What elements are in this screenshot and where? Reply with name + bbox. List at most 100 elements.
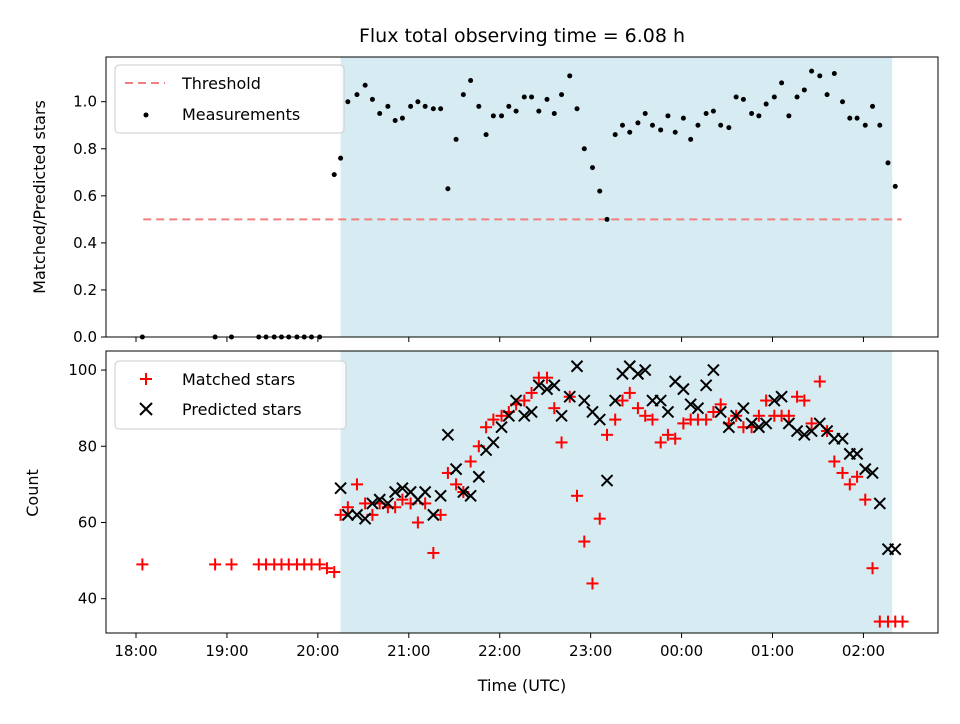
measurement-point — [438, 106, 444, 112]
predicted-star-point — [639, 363, 652, 377]
matched-star-point — [851, 470, 864, 483]
measurement-point — [567, 73, 573, 79]
measurement-point — [422, 103, 428, 109]
measurement-point — [619, 122, 625, 128]
measurement-point — [877, 122, 883, 128]
predicted-star-point — [752, 421, 766, 434]
matched-star-point — [760, 394, 773, 407]
bottom-legend: Matched stars Predicted stars — [114, 360, 347, 430]
predicted-star-point — [745, 417, 758, 430]
predicted-star-point — [358, 512, 372, 525]
matched-star-point — [714, 398, 727, 411]
measurement-point — [468, 78, 474, 84]
matched-star-point — [427, 546, 440, 559]
predicted-star-point — [563, 390, 576, 403]
matched-star-point — [623, 386, 636, 399]
bottom-shaded-interval — [340, 351, 893, 633]
matched-star-point — [646, 413, 659, 426]
matched-star-point — [669, 432, 682, 445]
matched-star-point — [450, 478, 463, 491]
legend-measurements-label: Measurements — [182, 105, 300, 124]
bottom-y-ticks: 40 60 80 100 — [68, 361, 106, 608]
bottom-panel: 40 60 80 100 18:00 19:00 20:00 21:00 22:00 23:00… — [23, 350, 939, 695]
bottom-y-tick-label: 80 — [78, 437, 97, 455]
matched-star-point — [495, 409, 508, 422]
predicted-star-point — [759, 417, 773, 430]
matched-star-point — [601, 428, 614, 441]
matched-star-point — [798, 394, 811, 407]
predicted-star-point — [540, 382, 554, 396]
predicted-star-point — [714, 405, 727, 419]
matched-star-point — [571, 489, 584, 502]
measurement-point — [392, 118, 398, 124]
predicted-star-point — [836, 432, 849, 445]
matched-star-point — [434, 508, 447, 521]
measurement-point — [331, 172, 337, 178]
measurement-point — [840, 99, 846, 105]
measurement-point — [870, 103, 876, 109]
predicted-star-point — [684, 398, 697, 411]
measurement-point — [749, 110, 755, 116]
top-y-tick-label: 0.2 — [73, 281, 97, 299]
predicted-star-point — [768, 394, 781, 407]
matched-star-point — [411, 516, 424, 529]
measurement-point — [377, 110, 383, 116]
x-tick-label: 18:00 — [114, 642, 157, 660]
legend-matched-swatch — [140, 373, 152, 385]
measurement-point — [672, 129, 678, 135]
matched-star-point — [639, 409, 652, 422]
predicted-star-point — [350, 508, 364, 522]
measurement-point — [885, 160, 891, 166]
measurement-point — [499, 113, 505, 119]
predicted-star-point — [495, 421, 508, 434]
measurement-point — [385, 103, 391, 109]
predicted-star-points — [334, 360, 902, 556]
predicted-star-point — [472, 470, 486, 483]
matched-star-point — [843, 478, 856, 491]
matched-star-point — [782, 409, 795, 422]
top-y-ticks: 0.0 0.2 0.4 0.6 0.8 1.0 — [73, 93, 106, 346]
measurement-point — [703, 110, 709, 116]
predicted-star-point — [388, 485, 402, 499]
matched-star-point — [805, 417, 818, 430]
measurement-point — [642, 110, 648, 116]
measurement-point — [529, 94, 535, 100]
measurement-point — [453, 136, 459, 142]
measurement-point — [892, 183, 898, 189]
matched-star-point — [752, 409, 765, 422]
matched-star-point — [328, 566, 341, 579]
predicted-star-point — [381, 497, 395, 510]
measurement-point — [544, 96, 550, 102]
legend-predicted-label: Predicted stars — [182, 400, 302, 419]
predicted-star-point — [661, 405, 675, 419]
predicted-star-point — [441, 428, 455, 442]
predicted-star-point — [525, 405, 538, 419]
x-tick-label: 20:00 — [296, 642, 339, 660]
predicted-star-point — [555, 409, 568, 422]
matched-star-point — [707, 405, 720, 418]
measurement-point — [658, 127, 664, 133]
matched-star-point — [136, 558, 149, 571]
measurement-point — [574, 106, 580, 112]
legend-matched-label: Matched stars — [182, 370, 295, 389]
measurement-point — [831, 70, 837, 76]
matched-star-point — [555, 436, 568, 449]
measurement-point — [513, 108, 519, 114]
measurement-point — [399, 115, 405, 121]
measurement-point — [604, 216, 610, 222]
measurement-point — [771, 94, 777, 100]
matched-star-point — [480, 421, 493, 434]
predicted-star-point — [418, 485, 432, 499]
matched-star-point — [836, 466, 849, 479]
matched-star-point — [518, 394, 531, 407]
matched-star-point — [487, 413, 500, 426]
matched-star-point — [828, 455, 841, 468]
measurement-point — [483, 132, 489, 138]
matched-star-point — [209, 558, 222, 571]
measurement-point — [680, 115, 686, 121]
matched-star-point — [677, 417, 690, 430]
measurement-point — [786, 113, 792, 119]
predicted-star-point — [699, 379, 713, 392]
predicted-star-point — [737, 401, 750, 415]
top-x-ticks — [135, 337, 864, 342]
